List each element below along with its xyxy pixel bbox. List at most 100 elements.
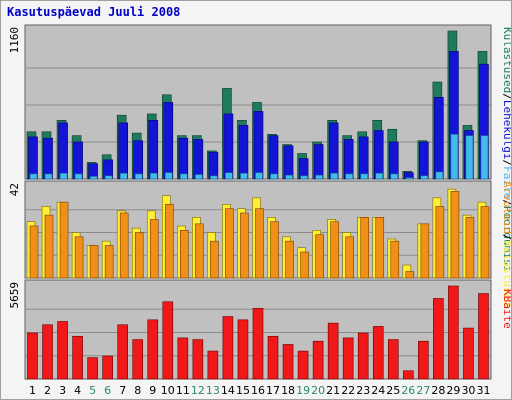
bar-hosts (330, 221, 339, 279)
bar-pages (419, 141, 429, 180)
bar-hosts (255, 208, 264, 279)
bar-hosts (435, 206, 445, 279)
bar-pages (388, 141, 399, 180)
legend-middle-part: Külastused (501, 241, 511, 307)
bar-pages (58, 122, 68, 180)
bar-kbytes (207, 350, 219, 380)
bar-hosts (450, 191, 460, 279)
bar-files (465, 135, 474, 180)
bar-hosts (285, 240, 294, 279)
bar-pages (73, 141, 83, 180)
bar-files (450, 134, 459, 180)
y-max-label-middle: 42 (8, 183, 21, 196)
bar-hosts (360, 217, 370, 279)
bar-hosts (210, 240, 219, 279)
bar-pages (238, 125, 249, 180)
bar-kbytes (102, 355, 113, 380)
bar-hosts (119, 212, 129, 279)
bar-hosts (44, 214, 54, 279)
day-label: 19 (296, 384, 310, 397)
day-label: 9 (149, 384, 156, 397)
day-label: 10 (161, 384, 175, 397)
bar-files (300, 175, 308, 180)
day-label: 26 (401, 384, 415, 397)
bar-files (29, 173, 38, 180)
bar-hosts (345, 236, 354, 279)
bar-pages (43, 137, 53, 180)
bar-kbytes (27, 332, 38, 380)
bar-files (104, 175, 113, 180)
chart-bars (26, 30, 490, 380)
bar-files (119, 172, 128, 180)
bar-files (44, 173, 53, 180)
day-label: 31 (476, 384, 490, 397)
bar-pages (328, 122, 339, 180)
bar-kbytes (312, 340, 324, 380)
day-label: 6 (104, 384, 111, 397)
bar-files (420, 175, 429, 180)
bar-kbytes (237, 319, 249, 380)
bar-pages (358, 136, 369, 180)
day-label: 23 (356, 384, 370, 397)
day-label: 22 (341, 384, 355, 397)
bar-files (315, 174, 323, 180)
day-label: 16 (251, 384, 265, 397)
day-label: 5 (89, 384, 96, 397)
bar-pages (118, 122, 128, 180)
bar-kbytes (297, 350, 309, 380)
bar-files (480, 135, 489, 180)
bar-files (390, 173, 399, 180)
legend-middle-part: Arvuteid (501, 181, 511, 234)
bar-hosts (315, 234, 324, 279)
day-label: 17 (266, 384, 280, 397)
legend-top-part: Külastused (501, 27, 511, 93)
bar-pages (223, 113, 234, 180)
bar-files (285, 174, 293, 180)
legend-top-part: Faile (501, 166, 511, 199)
bar-hosts (164, 204, 174, 279)
day-label: 24 (371, 384, 385, 397)
bar-files (149, 172, 158, 180)
bar-pages (343, 139, 354, 180)
bar-pages (208, 151, 219, 180)
bar-kbytes (132, 339, 144, 380)
bar-kbytes (478, 293, 489, 380)
legend-bottom: KBaite (501, 289, 511, 329)
bar-kbytes (448, 285, 459, 380)
day-label: 30 (461, 384, 475, 397)
bar-kbytes (357, 332, 369, 380)
bar-files (164, 172, 173, 180)
bar-hosts (405, 271, 415, 279)
bar-hosts (465, 217, 475, 279)
day-label: 3 (59, 384, 66, 397)
day-label: 13 (206, 384, 220, 397)
bar-pages (163, 102, 174, 180)
bar-hosts (300, 251, 309, 279)
bar-pages (148, 120, 159, 180)
bar-files (134, 173, 143, 180)
bar-hosts (390, 240, 400, 279)
bar-files (255, 172, 263, 180)
day-label: 29 (446, 384, 460, 397)
bar-kbytes (192, 339, 204, 380)
legend-top: Külastused/Lehekülgi/Faile/Pöördumisi (501, 27, 511, 272)
chart-labels: 1160425659Külastused/Lehekülgi/Faile/Pöö… (8, 27, 511, 397)
legend-top-part: Pöördumisi (501, 206, 511, 272)
bar-kbytes (177, 337, 189, 380)
bar-pages (178, 137, 189, 180)
bar-kbytes (252, 308, 264, 380)
bar-hosts (240, 212, 249, 279)
bar-hosts (74, 236, 84, 279)
legend-top-part: Lehekülgi (501, 100, 511, 160)
y-max-label-top: 1160 (8, 27, 21, 54)
bar-kbytes (42, 324, 53, 380)
bar-kbytes (162, 301, 174, 380)
day-label: 27 (416, 384, 430, 397)
bar-pages (253, 111, 264, 180)
day-label: 14 (221, 384, 235, 397)
day-label: 7 (119, 384, 126, 397)
bar-hosts (89, 245, 99, 279)
bar-files (405, 177, 414, 180)
bar-kbytes (117, 324, 128, 380)
